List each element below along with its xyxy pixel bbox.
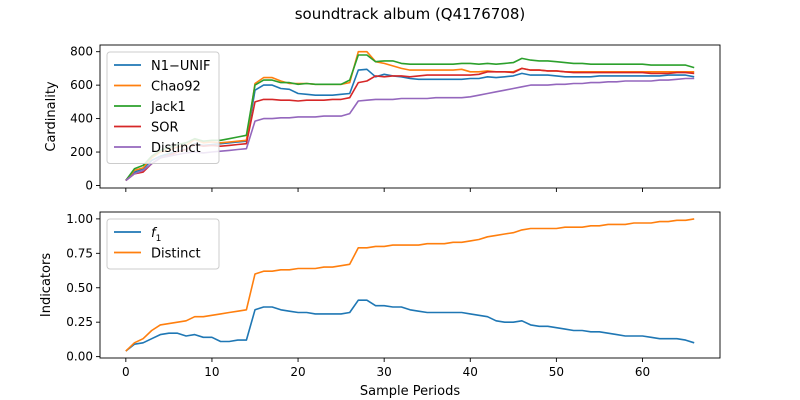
cardinality-panel: 0 200 400 600 800 Cardinality N1−UNIF Chao92 Jac… <box>44 44 721 192</box>
cardinality-series-line-2 <box>125 54 695 181</box>
indicators-y-tick-label: 0.00 <box>66 350 93 364</box>
indicators-x-tick-label: 0 <box>122 365 130 379</box>
cardinality-y-tick-label: 0 <box>85 178 93 192</box>
cardinality-legend <box>106 51 220 164</box>
indicators-y-tick-label: 0.50 <box>66 281 93 295</box>
cardinality-legend-label: Distinct <box>151 141 201 156</box>
cardinality-legend-label: N1−UNIF <box>151 59 210 74</box>
indicators-legend-label: Distinct <box>151 247 201 262</box>
indicators-panel: 0.00 0.25 0.50 0.75 1.00 0 10 20 30 40 50 60 Indicat… <box>39 211 721 379</box>
indicators-x-tick-label: 40 <box>463 365 478 379</box>
x-axis-label: Sample Periods <box>360 384 460 399</box>
cardinality-y-axis-label: Cardinality <box>44 81 59 152</box>
figure-title: soundtrack album (Q4176708) <box>295 5 526 23</box>
indicators-legend <box>106 218 220 270</box>
indicators-y-tick-label: 1.00 <box>66 212 93 226</box>
indicators-series-line-0 <box>125 299 695 352</box>
cardinality-series-line-3 <box>125 67 695 182</box>
indicators-legend-label: f1 <box>151 226 161 244</box>
cardinality-legend-label: Chao92 <box>151 80 201 95</box>
indicators-axes-frame <box>99 211 721 359</box>
cardinality-y-tick-label: 200 <box>70 145 93 159</box>
cardinality-series-line-0 <box>125 68 695 182</box>
cardinality-legend-label: Jack1 <box>150 100 186 115</box>
indicators-y-axis-label: Indicators <box>39 253 54 317</box>
indicators-series-line-1 <box>125 218 695 352</box>
indicators-y-tick-label: 0.25 <box>66 315 93 329</box>
indicators-x-tick-label: 60 <box>635 365 650 379</box>
cardinality-y-tick-label: 600 <box>70 78 93 92</box>
indicators-x-tick-label: 20 <box>290 365 305 379</box>
indicators-y-tick-label: 0.75 <box>66 246 93 260</box>
indicators-x-tick-label: 50 <box>549 365 564 379</box>
indicators-x-tick-label: 10 <box>204 365 219 379</box>
cardinality-axes-frame <box>99 44 721 189</box>
cardinality-y-tick-label: 400 <box>70 112 93 126</box>
cardinality-series-line-4 <box>125 77 695 182</box>
cardinality-legend-label: SOR <box>151 121 179 136</box>
indicators-x-tick-label: 30 <box>377 365 392 379</box>
cardinality-y-tick-label: 800 <box>70 45 93 59</box>
